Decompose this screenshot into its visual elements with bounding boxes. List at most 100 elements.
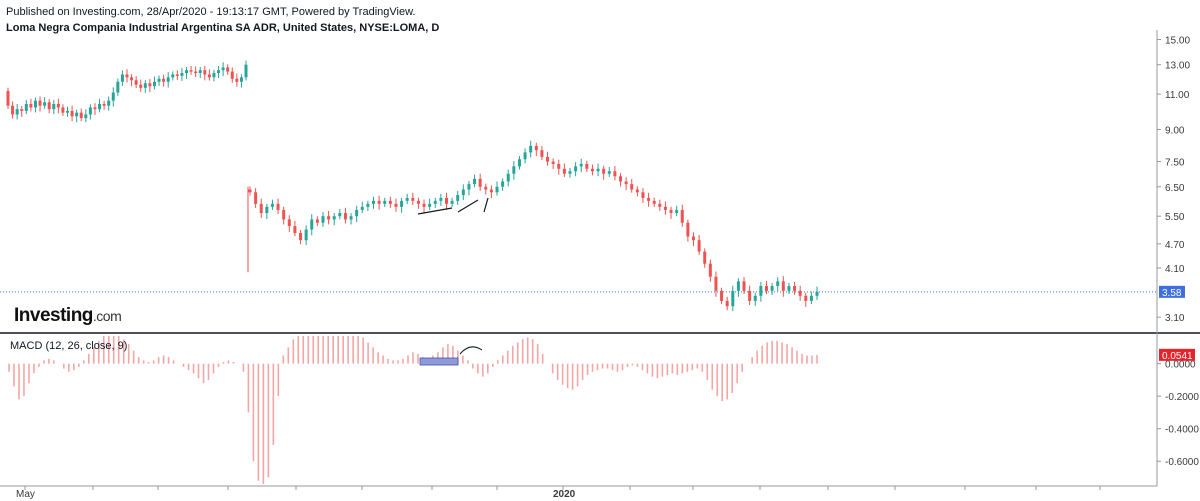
macd-tick-label: -0.4000 [1165, 425, 1199, 436]
last-price-tag [1159, 285, 1185, 298]
candle-body [647, 197, 651, 201]
candle-body [411, 197, 415, 201]
candle-body [29, 103, 33, 108]
candle-body [725, 300, 729, 307]
candle-body [568, 171, 572, 174]
candle-body [590, 168, 594, 172]
candle-body [343, 213, 347, 220]
candle-body [152, 81, 156, 87]
candle-body [265, 206, 269, 214]
candle-body [212, 73, 216, 78]
candle-body [185, 70, 188, 74]
candle-body [501, 181, 505, 187]
candle-body [456, 195, 460, 201]
candle-body [691, 236, 695, 241]
time-label-2020: 2020 [553, 489, 576, 500]
candle-body [98, 103, 102, 110]
candle-body [310, 219, 314, 230]
candle-body [143, 83, 147, 88]
candle-body [658, 203, 662, 207]
candle-body [405, 197, 409, 201]
candle-body [157, 78, 161, 82]
candle-body [759, 286, 763, 296]
candle-body [562, 168, 566, 174]
candle-body [579, 163, 583, 167]
candle-body [293, 226, 297, 233]
candle-body [714, 276, 718, 291]
candle-body [663, 206, 667, 210]
candle-body [776, 281, 780, 287]
candle-body [793, 286, 797, 291]
candle-body [162, 78, 166, 82]
investing-logo: Investing.com [14, 305, 122, 327]
candle-body [585, 163, 589, 169]
candle-body [546, 156, 550, 162]
logo-main: Investing [14, 305, 93, 326]
candle-body [602, 168, 606, 174]
candle-body [338, 213, 342, 217]
candle-body [349, 216, 353, 220]
candle-body [557, 163, 561, 169]
candle-body [366, 203, 370, 207]
candle-body [93, 107, 97, 110]
candle-body [764, 286, 768, 291]
candle-body [254, 192, 258, 204]
price-tick-label: 3.10 [1165, 313, 1185, 324]
macd-last-label: 0.0541 [1162, 351, 1193, 362]
candle-body [731, 290, 735, 307]
price-tick-label: 4.10 [1165, 264, 1185, 275]
candle-body [321, 216, 325, 223]
candle-body [394, 203, 398, 207]
candle-body [56, 103, 60, 108]
candle-body [484, 186, 488, 190]
drawing-annotation [417, 197, 489, 215]
candle-body [244, 64, 248, 78]
candle-body [355, 209, 359, 217]
macd-tick-label: 0.0000 [1165, 360, 1196, 371]
candle-body [304, 229, 308, 241]
macd-tick-label: -0.6000 [1165, 457, 1199, 468]
candle-body [120, 74, 124, 82]
candle-body [495, 186, 499, 193]
candle-body [523, 152, 527, 160]
candle-body [282, 209, 286, 220]
candle-body [75, 112, 79, 117]
candle-body [61, 107, 65, 113]
candle-body [207, 74, 211, 78]
candle-body [38, 100, 42, 106]
candle-body [372, 200, 376, 204]
candle-body [703, 251, 707, 264]
candle-body [478, 178, 482, 187]
candle-body [259, 203, 263, 214]
candle-body [473, 178, 477, 185]
candle-body [84, 114, 88, 119]
candle-body [809, 295, 813, 301]
candle-body [506, 173, 510, 182]
candle-body [624, 181, 628, 185]
candle-body [697, 240, 701, 252]
candle-body [189, 70, 193, 72]
candle-body [736, 281, 740, 291]
candle-body [171, 74, 175, 78]
candle-body [194, 71, 198, 74]
candle-body [198, 70, 202, 74]
candle-body [235, 78, 239, 82]
candle-body [748, 290, 752, 301]
candle-body [400, 200, 404, 207]
candle-body [88, 107, 92, 115]
price-tick-label: 15.00 [1165, 35, 1190, 46]
candle-body [360, 206, 364, 210]
price-tick-label: 5.50 [1165, 212, 1185, 223]
candle-body [512, 166, 516, 174]
candle-body [148, 83, 152, 87]
candle-body [125, 74, 129, 78]
candle-body [70, 110, 74, 117]
published-line: Published on Investing.com, 28/Apr/2020 … [6, 6, 416, 18]
candle-body [422, 203, 426, 207]
candle-body [720, 290, 724, 301]
candle-body [635, 189, 639, 193]
candle-body [111, 92, 115, 101]
candle-body [11, 105, 15, 115]
candle-body [139, 84, 143, 88]
